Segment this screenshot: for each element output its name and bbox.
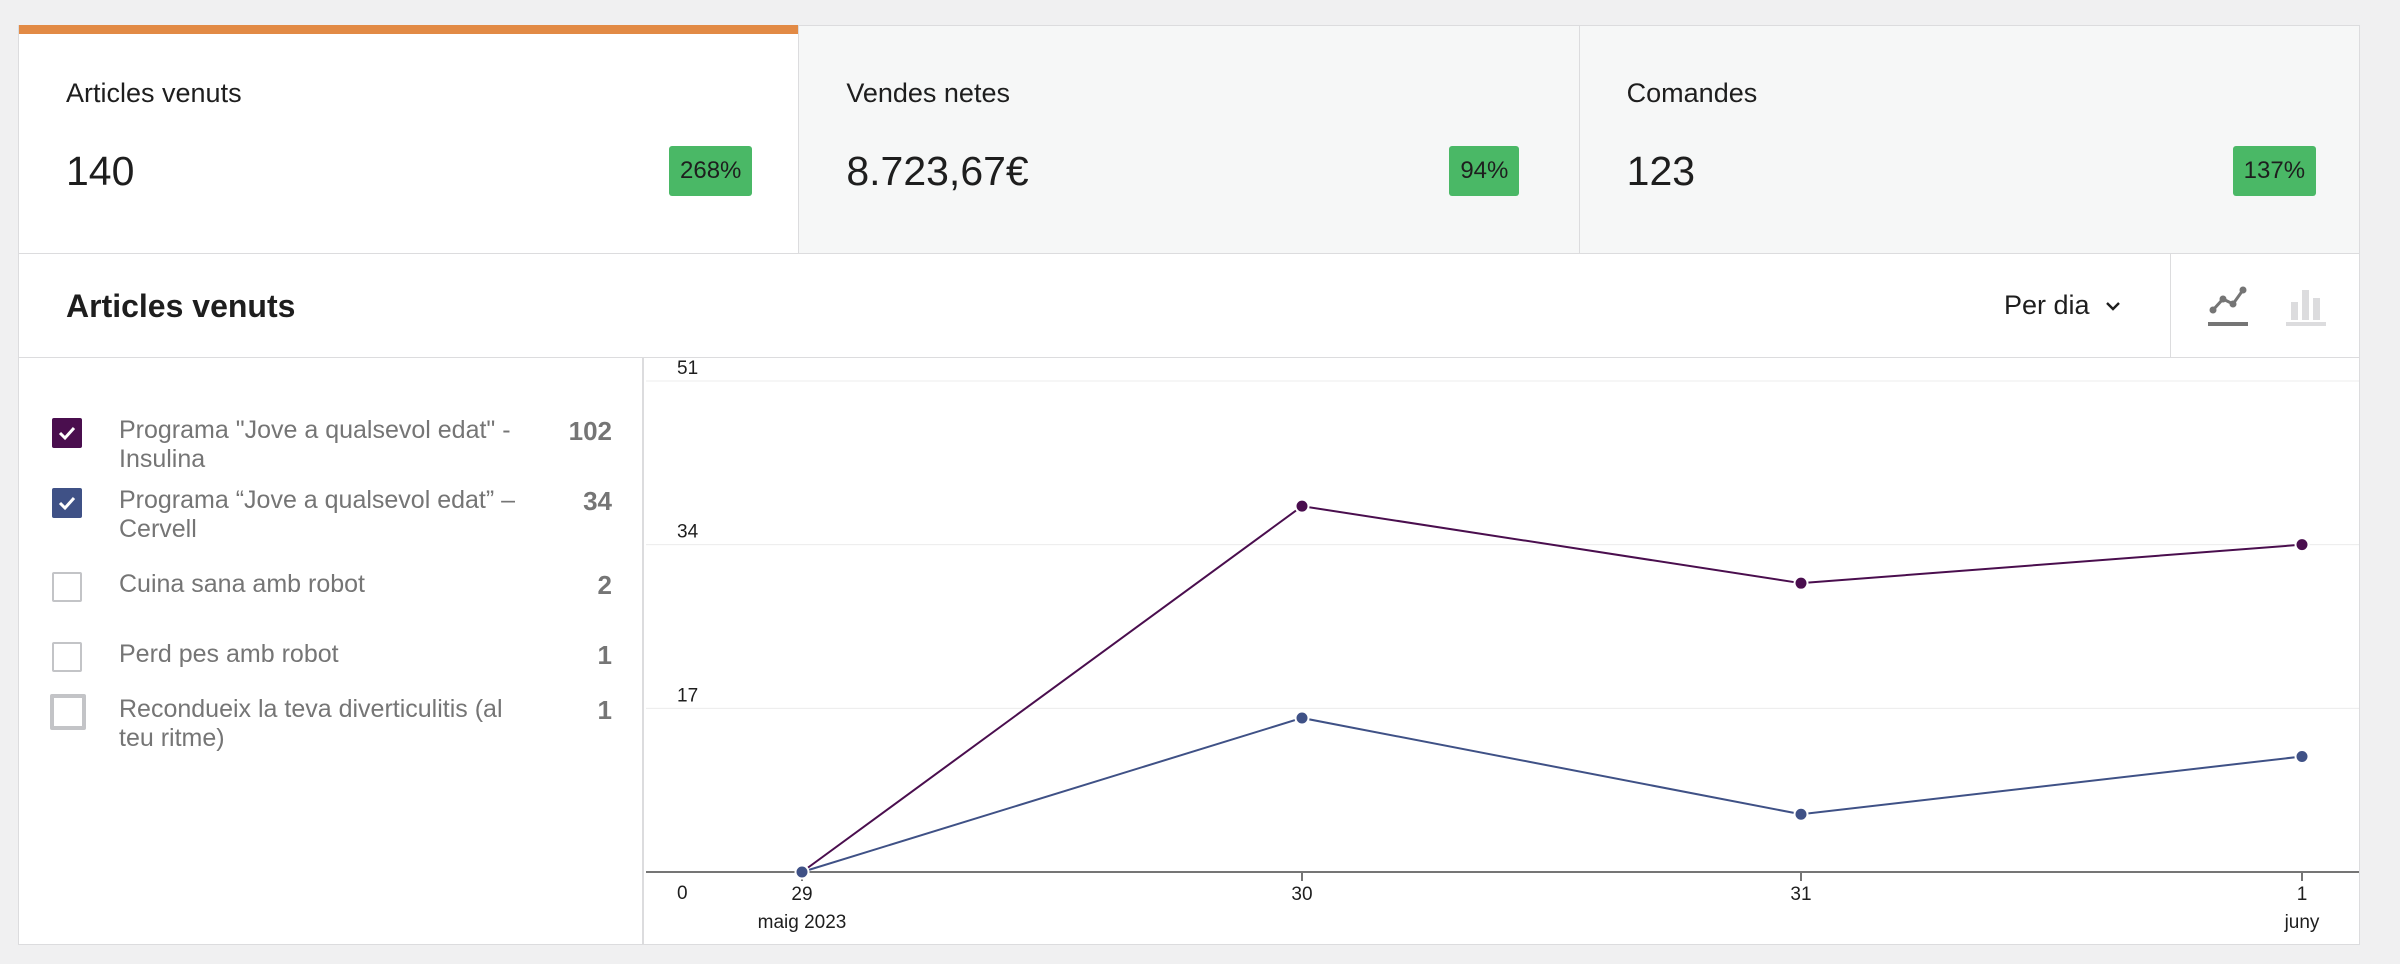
delta-badge: 137%	[2232, 146, 2317, 196]
series-line	[801, 716, 2303, 873]
x-tick-label: 30	[1291, 884, 1312, 905]
legend-item[interactable]: Cuina sana amb robot 2	[52, 570, 612, 606]
x-tick-sublabel: maig 2023	[758, 912, 847, 933]
legend-item[interactable]: Recondueix la teva diverticulitis (al te…	[50, 694, 612, 753]
data-point	[794, 864, 810, 880]
legend-label: Perd pes amb robot	[119, 640, 339, 668]
x-tick-label: 29	[791, 884, 812, 905]
checkbox[interactable]	[52, 642, 82, 672]
y-tick-label: 51	[677, 358, 698, 379]
legend-item[interactable]: Programa "Jove a qualsevol edat" - Insul…	[52, 416, 612, 474]
chart-header: Articles venuts Per dia	[19, 254, 2359, 358]
data-point	[2294, 537, 2310, 553]
chart-plot: 0 17 34 51 29 maig 2023 30 31 1 juny	[646, 358, 2359, 944]
data-point	[2294, 748, 2310, 764]
checkmark-icon	[58, 426, 76, 441]
x-tick-label: 31	[1790, 884, 1811, 905]
legend-total: 102	[568, 416, 612, 446]
chart-type-switch	[2170, 254, 2359, 358]
report-panel: Articles venuts 140 268% Vendes netes 8.…	[18, 25, 2360, 945]
line-chart: 0 17 34 51 29 maig 2023 30 31 1 juny	[646, 358, 2359, 933]
checkmark-icon	[58, 496, 76, 511]
delta-badge: 268%	[669, 146, 753, 196]
summary-card-value: 140	[66, 148, 135, 194]
x-tick-label: 1	[2297, 884, 2308, 905]
summary-card-value: 8.723,67€	[846, 148, 1029, 194]
summary-card-label: Vendes netes	[846, 78, 1010, 108]
summary-card-net-sales[interactable]: Vendes netes 8.723,67€ 94%	[799, 26, 1580, 253]
legend-item[interactable]: Perd pes amb robot 1	[52, 640, 612, 676]
chevron-down-icon	[2105, 301, 2120, 311]
line-chart-button[interactable]	[2206, 282, 2250, 328]
summary-card-articles-sold[interactable]: Articles venuts 140 268%	[19, 25, 800, 253]
summary-card-orders[interactable]: Comandes 123 137%	[1579, 26, 2359, 253]
checkbox[interactable]	[50, 694, 86, 730]
legend-label: Programa “Jove a qualsevol edat” – Cerve…	[119, 486, 516, 543]
legend-label: Cuina sana amb robot	[119, 570, 365, 598]
summary-card-label: Comandes	[1626, 78, 1758, 108]
data-point	[1294, 710, 1310, 726]
y-tick-label: 34	[677, 522, 699, 543]
y-tick-label: 17	[677, 685, 698, 706]
line-chart-icon	[2208, 286, 2248, 326]
checkbox-checked[interactable]	[52, 418, 82, 448]
summary-card-label: Articles venuts	[66, 78, 242, 108]
y-tick-label: 0	[677, 883, 688, 904]
data-point	[1294, 498, 1310, 514]
legend-label: Recondueix la teva diverticulitis (al te…	[119, 695, 503, 752]
chart-legend: Programa "Jove a qualsevol edat" - Insul…	[19, 358, 644, 944]
interval-label: Per dia	[2004, 290, 2090, 320]
delta-badge: 94%	[1449, 146, 1520, 196]
legend-label: Programa "Jove a qualsevol edat" - Insul…	[119, 416, 511, 473]
x-tick-sublabel: juny	[2284, 912, 2320, 933]
legend-total: 2	[597, 570, 612, 600]
data-point	[1793, 806, 1809, 822]
interval-select[interactable]: Per dia	[2004, 290, 2122, 321]
legend-total: 1	[597, 640, 612, 670]
chart-title: Articles venuts	[66, 288, 296, 324]
legend-item[interactable]: Programa “Jove a qualsevol edat” – Cerve…	[52, 486, 612, 544]
summary-cards: Articles venuts 140 268% Vendes netes 8.…	[19, 25, 2359, 254]
bar-chart-icon	[2286, 290, 2326, 326]
legend-total: 34	[583, 486, 612, 516]
checkbox[interactable]	[52, 572, 82, 602]
checkbox-checked[interactable]	[52, 488, 82, 518]
bar-chart-button[interactable]	[2284, 282, 2328, 328]
summary-card-value: 123	[1626, 148, 1696, 194]
series-line	[801, 505, 2303, 873]
data-point	[1793, 575, 1809, 591]
legend-total: 1	[597, 695, 612, 725]
